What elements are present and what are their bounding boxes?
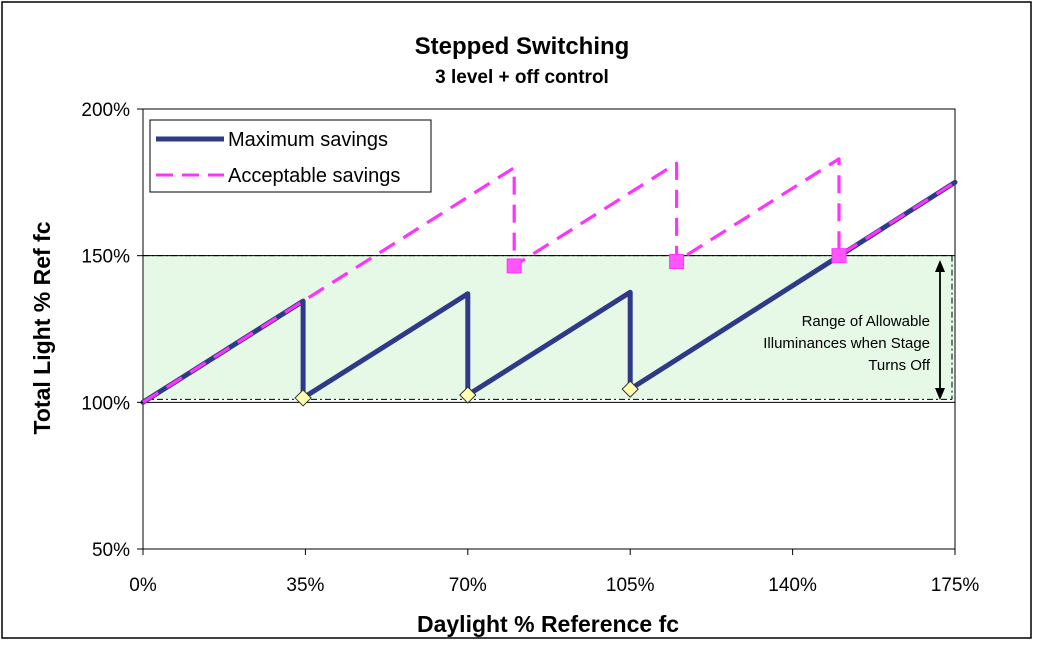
series-line-acceptable-savings [142,157,956,404]
range-annotation-line: Range of Allowable [802,313,930,330]
axis-ticks: 50% 100% 150% 200% 0% 35% 70% 105% 140% 175% [81,100,979,596]
y-tick-label: 200% [81,100,130,121]
legend-label-maximum-savings: Maximum savings [228,129,388,151]
legend-box [149,119,432,193]
range-arrow-up [935,260,945,272]
marker-acceptable-savings [506,258,522,274]
gridlines [143,255,955,403]
series-lines [140,157,958,405]
series-markers [294,248,847,407]
range-annotation: Range of Allowable Illuminances when Stag… [763,260,945,400]
y-tick-label: 50% [92,540,130,561]
x-axis-title: Daylight % Reference fc [417,611,679,637]
x-tick-label: 35% [286,575,324,596]
marker-maximum-savings [294,389,312,407]
range-arrow-down [935,388,945,400]
band-fill [144,255,954,400]
y-tick-label: 100% [81,393,130,414]
x-tick-label: 70% [449,575,487,596]
range-annotation-line: Illuminances when Stage [763,335,930,352]
y-axis-title: Total Light % Ref fc [29,221,55,434]
marker-acceptable-savings [831,248,847,264]
legend: Maximum savings Acceptable savings [149,119,432,193]
chart-border [1,1,1032,639]
x-tick-label: 105% [606,575,655,596]
chart-title: Stepped Switching [415,33,630,60]
x-tick-label: 140% [768,575,817,596]
x-tick-label: 0% [129,575,157,596]
chart-subtitle: 3 level + off control [435,67,609,88]
legend-label-acceptable-savings: Acceptable savings [228,165,400,187]
plot-area-border [142,108,956,550]
y-tick-label: 150% [81,247,130,268]
marker-maximum-savings [621,380,639,398]
marker-acceptable-savings [669,254,685,270]
series-line-maximum-savings [140,179,958,405]
range-annotation-text: Range of Allowable Illuminances when Stag… [763,313,931,374]
marker-maximum-savings [459,386,477,404]
x-tick-label: 175% [931,575,980,596]
range-annotation-line: Turns Off [868,357,931,374]
